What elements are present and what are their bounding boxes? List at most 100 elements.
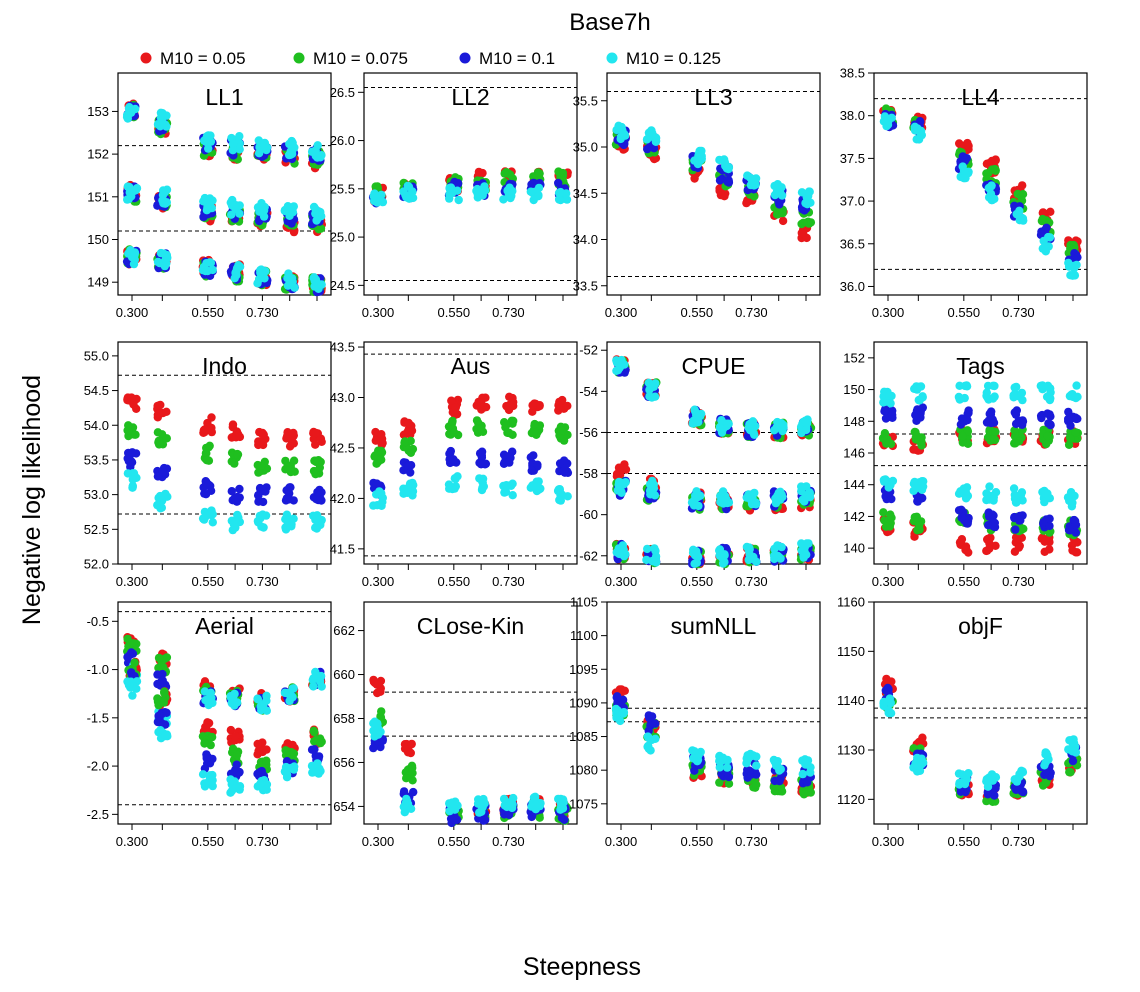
data-point xyxy=(778,216,788,226)
data-point xyxy=(159,698,168,707)
data-point xyxy=(742,493,751,502)
data-point xyxy=(1018,787,1027,796)
data-point xyxy=(1066,421,1075,430)
data-point xyxy=(1071,428,1081,437)
data-point xyxy=(227,210,236,219)
data-point xyxy=(477,405,486,414)
data-point xyxy=(1011,525,1020,534)
x-tick-label: 0.550 xyxy=(948,305,981,320)
data-point xyxy=(1009,484,1019,493)
data-point xyxy=(1073,253,1082,262)
data-point xyxy=(917,130,926,140)
y-tick-label: 54.5 xyxy=(84,383,109,398)
data-point xyxy=(715,546,724,555)
data-point xyxy=(228,420,238,429)
data-point xyxy=(526,187,535,196)
data-point xyxy=(309,674,318,683)
panel-title: Aerial xyxy=(195,613,254,639)
data-point xyxy=(802,425,811,435)
data-point xyxy=(555,485,564,494)
data-point xyxy=(311,440,320,449)
y-tick-label: 26.0 xyxy=(330,133,355,148)
data-point xyxy=(885,391,894,400)
data-point xyxy=(378,197,388,207)
data-point xyxy=(1018,417,1028,426)
data-point xyxy=(1038,208,1048,218)
data-point xyxy=(124,681,134,690)
data-point xyxy=(311,667,320,677)
y-tick-label: -1.5 xyxy=(87,710,109,725)
data-point xyxy=(919,758,928,767)
y-tick-label: 33.5 xyxy=(573,278,598,293)
legend-marker xyxy=(140,52,152,64)
legend-label: M10 = 0.1 xyxy=(479,49,555,68)
data-point xyxy=(505,458,514,467)
data-point xyxy=(281,515,290,524)
x-tick-label: 0.550 xyxy=(192,305,225,320)
x-tick-label: 0.730 xyxy=(735,574,768,589)
data-point xyxy=(1040,547,1049,556)
data-point xyxy=(206,509,216,518)
data-point xyxy=(887,677,896,686)
data-point xyxy=(233,450,243,459)
data-point xyxy=(885,694,894,703)
data-point xyxy=(954,506,964,515)
y-tick-label: 54.0 xyxy=(84,418,109,433)
y-tick-label: 36.5 xyxy=(840,236,865,251)
panel-title: CPUE xyxy=(682,353,746,379)
data-point xyxy=(721,189,730,198)
data-point xyxy=(153,717,163,727)
data-point xyxy=(198,770,208,779)
data-point xyxy=(255,207,264,216)
x-tick-label: 0.550 xyxy=(438,305,471,320)
data-point xyxy=(1045,521,1054,531)
data-point xyxy=(199,262,209,272)
data-point xyxy=(1018,190,1028,199)
y-tick-label: 36.0 xyxy=(840,279,865,294)
data-point xyxy=(308,768,317,777)
y-tick-label: 53.5 xyxy=(84,452,109,467)
data-point xyxy=(1066,271,1075,280)
y-tick-label: -62 xyxy=(579,548,598,563)
data-point xyxy=(153,670,162,679)
data-point xyxy=(616,361,626,370)
data-point xyxy=(1018,767,1027,776)
y-tick-label: 152 xyxy=(843,350,865,365)
data-point xyxy=(508,491,517,500)
x-tick-label: 0.730 xyxy=(1002,305,1035,320)
data-point xyxy=(797,228,806,238)
data-point xyxy=(207,732,217,742)
y-tick-label: 1090 xyxy=(569,695,598,710)
data-point xyxy=(1066,414,1076,423)
data-point xyxy=(799,790,809,799)
data-point xyxy=(160,688,169,698)
data-point xyxy=(406,804,416,813)
data-point xyxy=(961,542,971,551)
data-point xyxy=(879,117,889,126)
data-point xyxy=(644,733,653,743)
data-point xyxy=(989,434,999,444)
data-point xyxy=(558,803,567,812)
data-point xyxy=(751,500,761,509)
data-point xyxy=(154,436,163,446)
data-point xyxy=(377,430,386,439)
data-point xyxy=(309,682,318,691)
data-point xyxy=(407,740,416,749)
y-tick-label: 1100 xyxy=(570,628,598,643)
data-point xyxy=(1039,236,1048,246)
data-point xyxy=(408,444,418,454)
data-point xyxy=(1018,181,1027,190)
data-point xyxy=(123,454,132,463)
data-point xyxy=(616,716,625,726)
data-point xyxy=(445,183,454,193)
data-point xyxy=(369,743,378,753)
data-point xyxy=(913,497,922,506)
y-tick-label: 153 xyxy=(87,104,109,119)
data-point xyxy=(1038,214,1047,224)
data-point xyxy=(286,150,295,159)
data-point xyxy=(879,508,888,517)
data-point xyxy=(200,739,209,748)
data-point xyxy=(1043,409,1052,418)
